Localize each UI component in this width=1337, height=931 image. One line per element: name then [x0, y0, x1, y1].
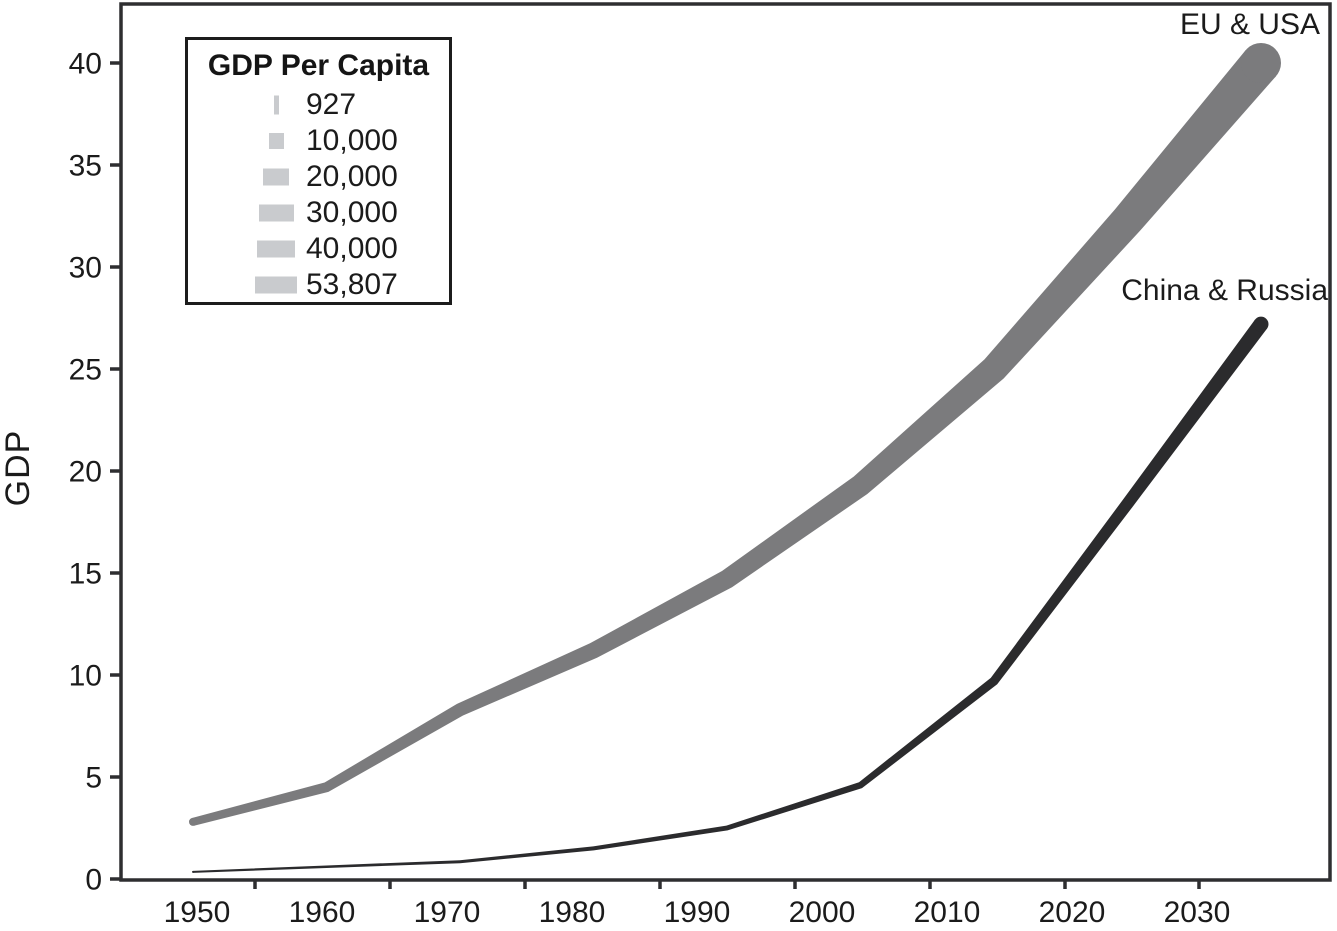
series-band-china-russia-start-cap — [192, 870, 194, 873]
legend-title: GDP Per Capita — [207, 49, 430, 82]
x-axis-tick-label: 1950 — [164, 896, 231, 929]
y-axis-tick-label: 15 — [69, 558, 102, 591]
legend-items: 927 10,000 20,000 30,000 40,000 53,807 — [188, 87, 449, 303]
y-axis-tick-label: 25 — [69, 354, 102, 387]
legend-swatch — [268, 133, 284, 149]
series-band-china-russia-end-cap — [1253, 316, 1269, 332]
legend-swatch — [255, 276, 297, 294]
y-axis-tick-label: 20 — [69, 456, 102, 489]
series-band-china-russia — [193, 319, 1267, 873]
y-axis-tick-label: 35 — [69, 150, 102, 183]
legend-swatch — [257, 240, 295, 258]
legend-swatch — [258, 204, 294, 222]
x-axis-tick-label: 1960 — [289, 896, 356, 929]
x-axis-tick-label: 2000 — [789, 896, 856, 929]
legend-item-label: 20,000 — [306, 160, 398, 193]
y-axis-title: GDP — [0, 429, 37, 507]
x-axis-tick-label: 2020 — [1039, 896, 1106, 929]
legend-item-label: 30,000 — [306, 196, 398, 229]
legend-swatch — [263, 168, 289, 186]
legend-item-label: 927 — [306, 88, 357, 121]
legend-item-label: 10,000 — [306, 124, 398, 157]
series-band-eu-usa-start-cap — [189, 817, 197, 826]
legend-swatch — [273, 95, 279, 115]
x-axis-tick-label: 1990 — [664, 896, 731, 929]
legend-item-label: 53,807 — [306, 268, 398, 301]
legend-item: 53,807 — [188, 267, 449, 303]
x-axis-tick-label: 2010 — [914, 896, 981, 929]
legend-item: 30,000 — [188, 195, 449, 231]
plot-frame — [119, 2, 1332, 882]
series-label-china-russia: China & Russia — [1121, 274, 1328, 307]
legend-box: GDP Per Capita 927 10,000 20,000 30,000 40,0… — [185, 37, 452, 305]
series-band-eu-usa-end-cap — [1241, 43, 1281, 83]
x-axis-tick-label: 2030 — [1164, 896, 1231, 929]
legend-item: 20,000 — [188, 159, 449, 195]
y-axis-tick-label: 5 — [85, 762, 102, 795]
legend-item: 40,000 — [188, 231, 449, 267]
y-axis-tick-label: 30 — [69, 252, 102, 285]
legend-item: 927 — [188, 87, 449, 123]
y-axis-tick-label: 40 — [69, 48, 102, 81]
legend-item-label: 40,000 — [306, 232, 398, 265]
y-axis-tick-label: 10 — [69, 660, 102, 693]
y-axis-tick-label: 0 — [85, 864, 102, 897]
x-axis-tick-label: 1980 — [539, 896, 606, 929]
series-label-eu-usa: EU & USA — [1179, 8, 1320, 41]
legend-item: 10,000 — [188, 123, 449, 159]
x-axis-tick-label: 1970 — [414, 896, 481, 929]
